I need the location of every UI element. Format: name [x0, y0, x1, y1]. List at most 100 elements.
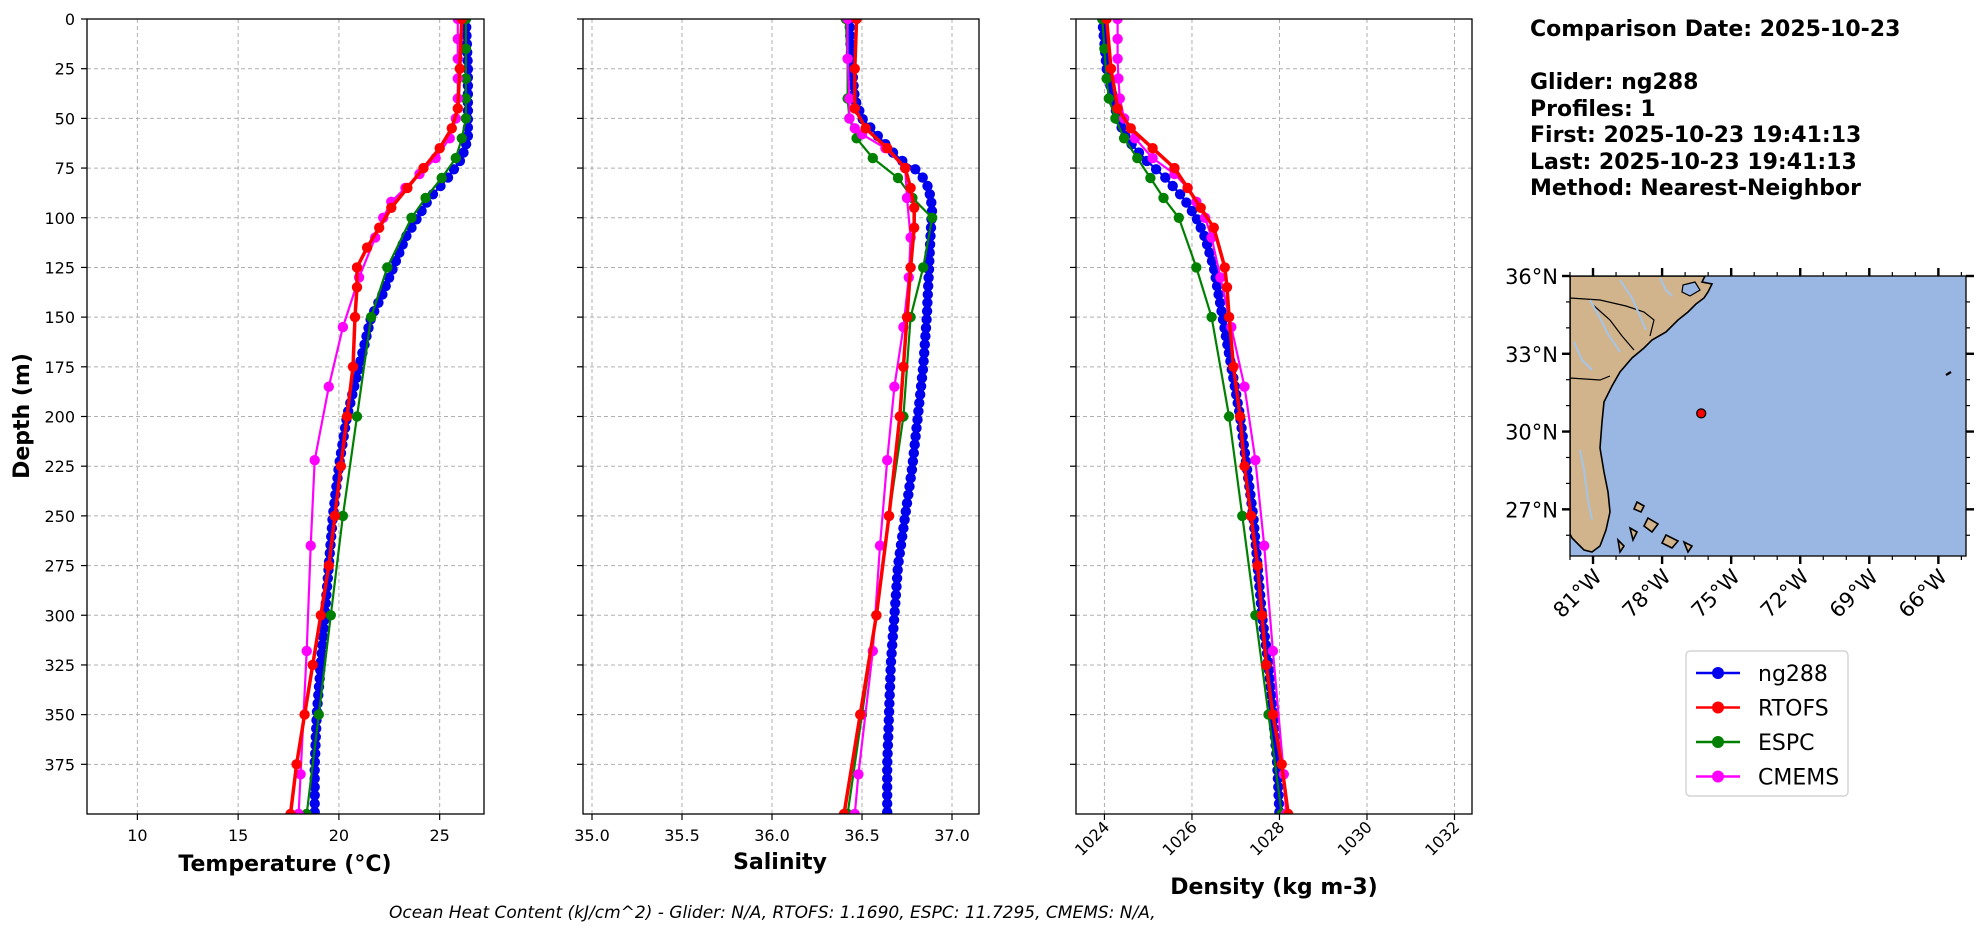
y-tick-label: 100 [44, 209, 75, 228]
x-axis-title-temperature: Temperature (°C) [178, 852, 391, 877]
data-point-ESPC [1191, 262, 1202, 273]
map-state-border-ga-fl [1570, 375, 1611, 381]
data-point-CMEMS [1113, 73, 1124, 84]
map-lon-label: 75°W [1687, 564, 1745, 622]
data-point-CMEMS [1250, 455, 1261, 466]
map-bahamas-6 [1616, 537, 1626, 555]
data-point-ng288 [892, 564, 903, 576]
data-point-ng288 [1216, 306, 1227, 317]
series-layer [1097, 19, 1294, 814]
data-point-RTOFS [1276, 759, 1287, 770]
data-point-RTOFS [452, 103, 463, 114]
data-point-ng288 [888, 614, 900, 626]
data-point-ng288 [917, 364, 929, 375]
data-point-ESPC [1101, 73, 1112, 84]
data-point-ng288 [917, 172, 928, 183]
x-tick-label: 1026 [1159, 817, 1201, 859]
data-point-ESPC [1103, 93, 1115, 104]
data-point-RTOFS [849, 103, 860, 114]
data-point-ng288 [901, 498, 913, 509]
data-point-CMEMS [1112, 53, 1123, 64]
data-point-ng288 [884, 689, 895, 701]
data-point-ng288 [882, 740, 894, 751]
data-point-ng288 [923, 280, 934, 292]
data-point-ESPC [1132, 152, 1143, 164]
x-tick-label: 1024 [1071, 817, 1113, 859]
x-tick-label: 20 [329, 826, 349, 845]
map-river-3 [1573, 341, 1593, 371]
data-point-RTOFS [894, 411, 905, 422]
x-tick-label: 36.0 [754, 826, 790, 845]
data-point-ng288 [915, 381, 927, 392]
data-point-ESPC [1223, 411, 1235, 422]
map-bahamas-4 [1628, 526, 1639, 543]
data-point-ng288 [458, 147, 469, 158]
data-point-ng288 [920, 331, 931, 342]
density-panel: 1024 1026 1028 1030 1032 [1070, 18, 1473, 860]
data-point-ng288 [910, 431, 921, 442]
data-point-CMEMS [305, 540, 316, 551]
data-point-RTOFS [454, 63, 465, 74]
data-point-CMEMS [844, 113, 855, 124]
map-river-2 [1589, 299, 1621, 353]
series-RTOFS [1101, 19, 1294, 814]
data-point-RTOFS [898, 361, 909, 372]
data-point-ESPC [1099, 43, 1110, 54]
data-point-RTOFS [1112, 103, 1123, 114]
y-tick-label: 125 [44, 258, 75, 277]
data-point-ng288 [909, 439, 920, 450]
data-point-RTOFS [347, 361, 359, 372]
data-point-ng288 [890, 598, 901, 609]
location-map: 36°N 33°N 30°N 27°N 81°W 78°W 75°W 72°W 69°W 66°W [1505, 265, 1974, 623]
data-point-RTOFS [307, 659, 318, 671]
data-point-ESPC [351, 411, 363, 422]
data-point-ng288 [910, 164, 921, 175]
data-point-RTOFS [434, 143, 445, 154]
y-tick-label: 150 [44, 308, 75, 327]
data-point-ng288 [1181, 197, 1192, 208]
data-point-CMEMS [842, 53, 853, 64]
data-point-CMEMS [1147, 152, 1158, 164]
data-point-ng288 [310, 748, 321, 759]
data-point-RTOFS [849, 63, 860, 74]
data-point-RTOFS [1147, 143, 1158, 154]
map-lon-label: 81°W [1549, 564, 1607, 622]
series-layer [285, 19, 474, 814]
data-point-RTOFS [855, 709, 866, 720]
data-point-CMEMS [882, 455, 893, 466]
data-point-ng288 [922, 289, 933, 300]
data-point-ESPC [365, 311, 377, 323]
data-point-ng288 [886, 648, 897, 659]
info-line-glider: Glider: ng288 [1530, 70, 1698, 95]
x-tick-label: 35.5 [664, 826, 700, 845]
data-point-RTOFS [1228, 361, 1239, 372]
data-point-RTOFS [299, 709, 310, 720]
map-bahamas-5 [1682, 540, 1694, 554]
x-tick-label: 1028 [1246, 817, 1288, 859]
map-lat-label: 30°N [1505, 421, 1558, 445]
data-point-RTOFS [349, 311, 361, 323]
data-point-ng288 [882, 765, 893, 776]
data-point-ng288 [882, 748, 893, 759]
data-point-RTOFS [418, 162, 429, 174]
y-tick-label: 325 [44, 656, 75, 675]
data-point-RTOFS [1267, 709, 1279, 720]
data-point-ESPC [436, 172, 447, 184]
data-point-RTOFS [335, 461, 347, 472]
data-point-ng288 [885, 656, 897, 667]
data-point-ng288 [920, 322, 932, 334]
y-tick-label: 0 [65, 10, 75, 29]
data-point-RTOFS [1195, 202, 1206, 213]
data-point-CMEMS [844, 93, 855, 104]
legend-marker-ng288 [1712, 667, 1724, 679]
data-point-ng288 [905, 472, 916, 484]
x-tick-label: 1030 [1334, 817, 1376, 859]
map-river-4 [1579, 449, 1593, 521]
data-point-RTOFS [402, 182, 413, 194]
data-point-CMEMS [849, 808, 860, 814]
data-point-RTOFS [1234, 411, 1246, 422]
series-ESPC [301, 19, 472, 814]
data-point-ng288 [883, 723, 894, 734]
data-point-ng288 [887, 631, 898, 642]
